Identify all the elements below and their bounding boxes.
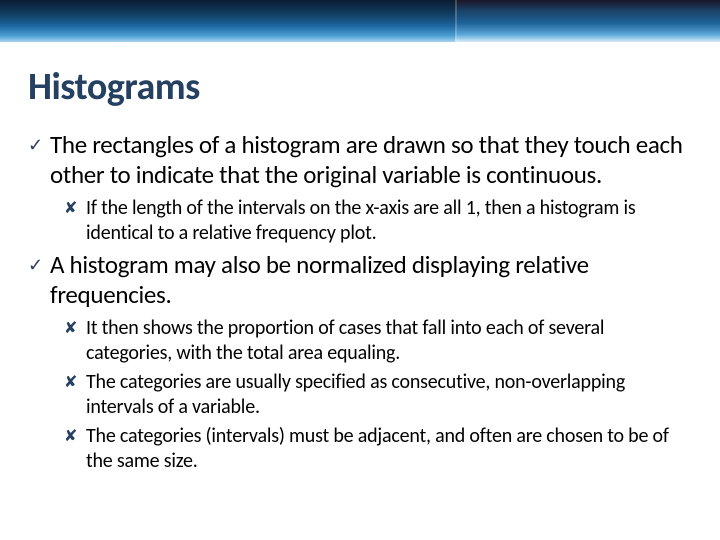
sub-bullet-text: The categories are usually specified as … <box>86 370 692 420</box>
bullet-text: The rectangles of a histogram are drawn … <box>50 130 692 190</box>
sub-bullet-item: ✘ It then shows the proportion of cases … <box>64 316 692 366</box>
x-icon: ✘ <box>64 196 86 221</box>
sub-bullet-text: The categories (intervals) must be adjac… <box>86 424 692 474</box>
x-icon: ✘ <box>64 424 86 449</box>
sub-bullet-text: It then shows the proportion of cases th… <box>86 316 692 366</box>
x-icon: ✘ <box>64 370 86 395</box>
slide-content: ✓ The rectangles of a histogram are draw… <box>28 130 692 478</box>
bullet-text: A histogram may also be normalized displ… <box>50 250 692 310</box>
bullet-item: ✓ A histogram may also be normalized dis… <box>28 250 692 310</box>
bullet-item: ✓ The rectangles of a histogram are draw… <box>28 130 692 190</box>
slide-title: Histograms <box>28 64 200 110</box>
sub-bullet-item: ✘ The categories (intervals) must be adj… <box>64 424 692 474</box>
check-icon: ✓ <box>28 250 50 280</box>
check-icon: ✓ <box>28 130 50 160</box>
sub-bullet-item: ✘ If the length of the intervals on the … <box>64 196 692 246</box>
slide: Histograms ✓ The rectangles of a histogr… <box>0 0 720 540</box>
sub-bullet-item: ✘ The categories are usually specified a… <box>64 370 692 420</box>
top-band-inner-edge <box>455 0 720 42</box>
top-gradient-band <box>0 0 720 42</box>
sub-bullet-text: If the length of the intervals on the x-… <box>86 196 692 246</box>
x-icon: ✘ <box>64 316 86 341</box>
